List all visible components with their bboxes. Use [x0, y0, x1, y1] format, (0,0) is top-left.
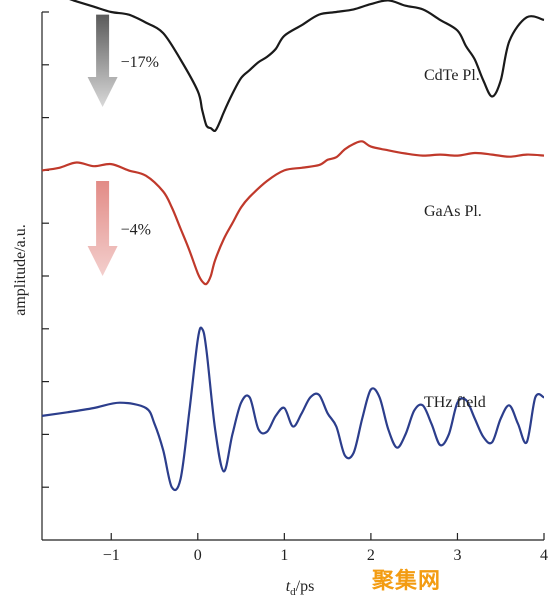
series-label-1: GaAs Pl. [424, 203, 482, 220]
y-axis-title: amplitude/a.u. [12, 224, 29, 316]
series-label-0: CdTe Pl. [424, 67, 480, 84]
plot-area: −1 0 1 2 3 4 CdTe Pl. GaAs Pl. THz field −17% −4… [41, 0, 548, 564]
annotation-arrow-1 [87, 181, 118, 276]
annotation-label-1: −4% [121, 221, 151, 238]
x-axis-title-sub: d [290, 586, 296, 598]
x-axis-ticks: −1 0 1 2 3 4 [103, 533, 548, 564]
series-labels: CdTe Pl. GaAs Pl. THz field [424, 67, 486, 411]
x-tick-label-3: 2 [367, 547, 375, 564]
series-line-1 [41, 140, 545, 286]
x-axis-title-unit: /ps [296, 578, 315, 595]
x-tick-label-1: 0 [194, 547, 202, 564]
x-axis-title: td/ps [286, 578, 315, 598]
watermark-logo: 聚集网 [371, 568, 441, 594]
x-tick-label-0: −1 [103, 547, 120, 564]
x-tick-label-4: 3 [453, 547, 461, 564]
x-tick-label-2: 1 [280, 547, 288, 564]
annotation-arrow-0 [87, 14, 118, 108]
series-lines [41, 0, 545, 492]
series-line-2 [41, 326, 545, 492]
x-axis-title-main: t [286, 578, 291, 595]
annotations: −17% −4% [87, 14, 159, 276]
x-tick-label-5: 4 [540, 547, 548, 564]
annotation-label-0: −17% [121, 54, 159, 71]
series-line-0 [69, 0, 545, 133]
series-label-2: THz field [424, 394, 486, 411]
